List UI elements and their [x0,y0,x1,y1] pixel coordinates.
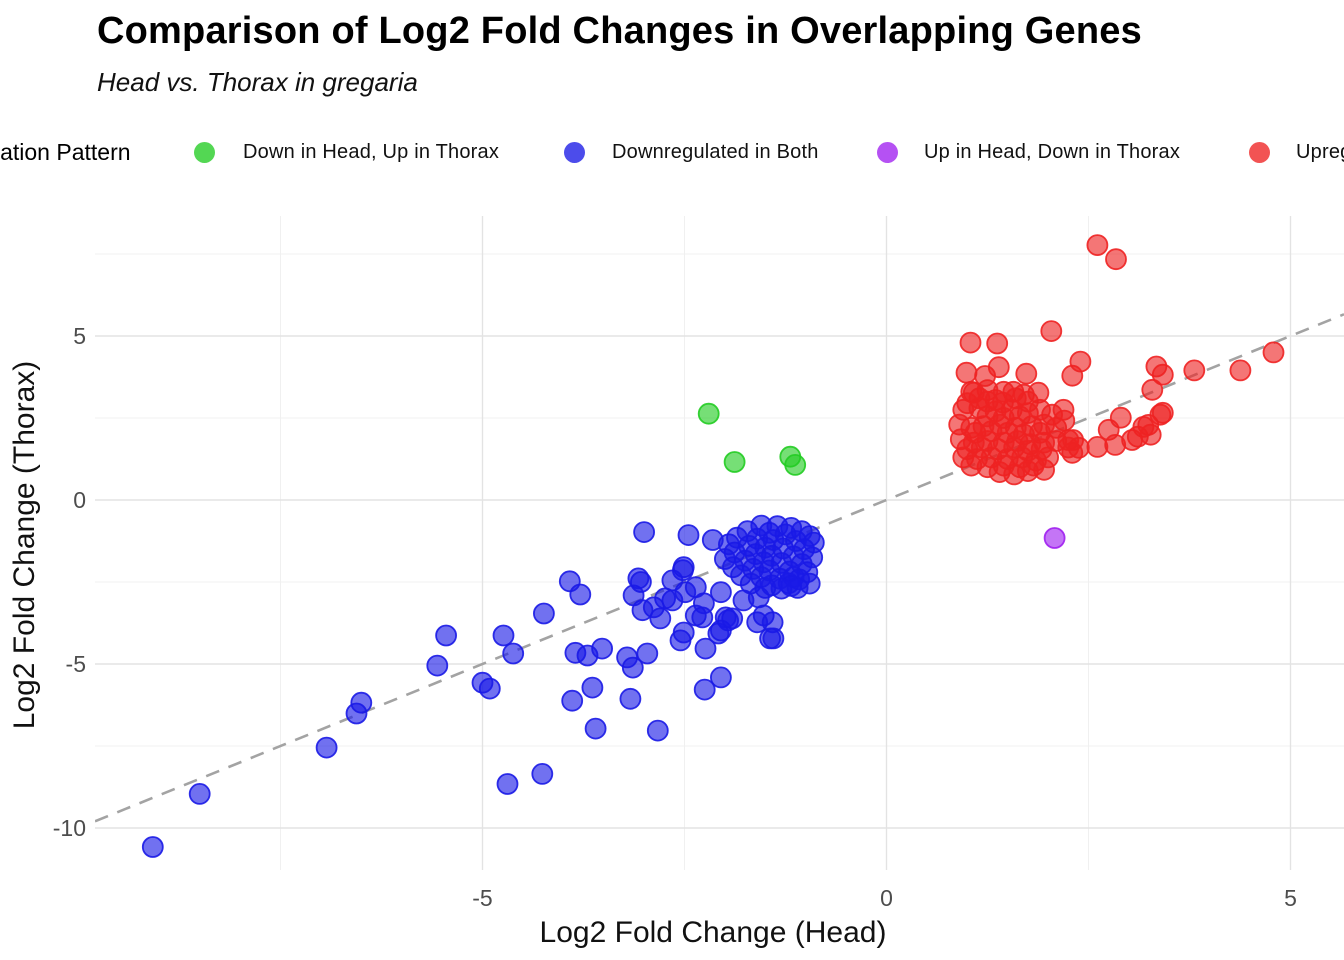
data-point [1057,436,1080,459]
data-point [1040,320,1063,343]
data-point [710,666,732,689]
data-point [531,763,554,785]
data-point [1043,527,1066,549]
data-point [684,604,707,627]
series-0 [697,402,807,476]
data-point [1229,359,1252,382]
data-point [584,717,607,740]
y-tick-label: -10 [53,815,86,841]
data-point [1086,435,1109,458]
data-point [619,687,642,710]
data-point [987,356,1010,379]
x-axis-title: Log2 Fold Change (Head) [540,916,887,949]
data-point [569,583,592,606]
data-point [636,642,659,665]
legend-swatch-red-icon [1249,142,1270,163]
data-point [723,451,746,473]
data-point [502,642,525,665]
data-point [141,836,164,858]
data-point [1149,403,1172,426]
data-point [1015,362,1038,385]
data-point [435,624,458,647]
series-2 [1043,527,1066,549]
data-point [496,773,519,795]
data-point [591,637,613,660]
data-point [959,331,982,354]
data-point [630,571,652,593]
x-tick-label: 5 [1284,885,1297,911]
data-point [492,624,515,647]
data-point [1105,248,1127,271]
data-point [784,453,807,476]
data-point [350,691,373,714]
data-point [684,576,707,599]
data-point [633,521,655,543]
legend-label: Upregulated in Both [1296,141,1344,163]
data-point [669,629,692,652]
data-point [754,577,777,599]
data-point [1151,363,1174,386]
data-point [621,656,644,679]
data-point [1262,341,1285,364]
data-point [188,783,211,805]
data-point [710,581,732,604]
legend: Regulation Pattern Down in Head, Up in T… [0,130,1344,176]
data-point [1139,423,1162,446]
data-point [1033,458,1055,481]
data-point [478,677,501,700]
legend-label: Up in Head, Down in Thorax [924,141,1181,163]
panel [95,216,1344,870]
data-point [786,577,809,599]
data-point [986,332,1009,355]
data-point [1061,364,1084,387]
series-1 [141,514,825,858]
chart-header: Comparison of Log2 Fold Changes in Overl… [97,10,1142,98]
x-tick-label: -5 [472,885,492,911]
data-point [1086,234,1109,257]
y-tick-label: -5 [66,651,86,677]
chart-title: Comparison of Log2 Fold Changes in Overl… [97,10,1142,52]
data-point [1183,359,1206,382]
data-point [693,678,716,701]
data-point [561,689,584,712]
series-3 [948,234,1285,486]
data-point [315,736,338,759]
data-point [955,361,978,384]
data-point [677,524,700,546]
legend-swatch-blue-icon [564,142,585,163]
y-axis-title: Log2 Fold Change (Thorax) [8,361,41,730]
data-point [649,607,672,630]
data-point [1053,409,1076,432]
legend-swatch-purple-icon [877,142,898,163]
legend-label: Downregulated in Both [612,141,819,163]
chart-subtitle: Head vs. Thorax in gregaria [97,67,418,97]
x-tick-label: 0 [880,885,893,911]
data-point [1141,378,1164,401]
data-point [721,607,744,630]
data-point [694,637,717,660]
y-tick-label: 0 [73,487,86,513]
legend-title: Regulation Pattern [0,139,131,165]
data-point [752,604,775,627]
legend-label: Down in Head, Up in Thorax [243,141,500,163]
data-point [1104,433,1127,456]
data-point [697,402,720,425]
data-point [581,676,604,699]
data-point [672,556,695,579]
data-point [759,627,781,650]
legend-swatch-green-icon [194,142,215,163]
data-point [646,719,669,742]
data-point [533,602,555,625]
data-point [426,654,449,677]
y-tick-label: 5 [73,323,86,349]
